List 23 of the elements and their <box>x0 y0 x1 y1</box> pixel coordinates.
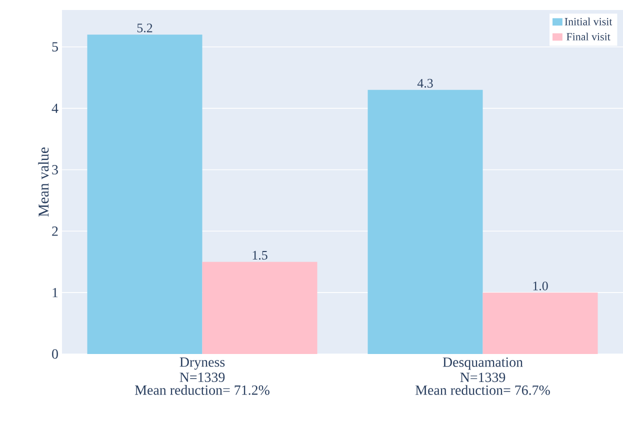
legend-label: Initial visit <box>564 18 612 26</box>
y-tick-label: 4 <box>52 104 58 113</box>
x-tick-label: Dryness <box>180 358 225 370</box>
y-axis-title: Mean value <box>38 147 49 217</box>
text: Mean reduction= 71.2% <box>135 385 270 395</box>
data-label: 1.0 <box>533 282 548 290</box>
text: N=1339 <box>180 372 225 382</box>
legend-label: Final visit <box>566 32 610 40</box>
data-label: 1.5 <box>252 250 268 260</box>
y-tick-label: 0 <box>52 349 58 359</box>
bar <box>482 292 598 354</box>
bar <box>87 34 202 354</box>
bar <box>202 262 318 354</box>
data-label: 5.2 <box>137 24 152 32</box>
x-tick-label: Desquamation <box>442 358 523 370</box>
y-tick-label: 2 <box>52 226 58 236</box>
text: N=1339 <box>460 372 506 382</box>
bar <box>368 90 483 354</box>
y-tick-label: 3 <box>52 165 58 174</box>
y-tick-label: 1 <box>52 288 58 298</box>
data-label: 4.3 <box>417 78 433 88</box>
text: Mean reduction= 76.7% <box>416 385 550 395</box>
y-tick-label: 5 <box>52 42 58 52</box>
